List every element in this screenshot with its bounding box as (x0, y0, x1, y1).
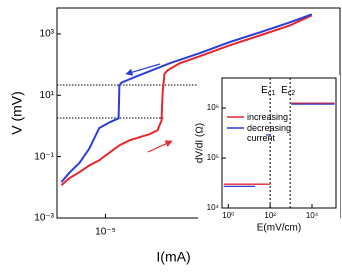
data-line (60, 14, 313, 186)
threshold-main: E (261, 85, 268, 96)
threshold-label: Ec2 (281, 85, 295, 97)
y-tick-label: 10⁵ (207, 153, 219, 162)
y-tick-label: 10⁻³ (34, 213, 54, 224)
y-tick-label: 10⁴ (207, 203, 220, 212)
threshold-main: E (281, 85, 288, 96)
x-tick-label: 10² (264, 211, 276, 220)
threshold-label: Ec1 (261, 85, 275, 97)
threshold-sub: c2 (288, 90, 296, 97)
legend-label: decreasing current (247, 123, 292, 143)
data-line (60, 13, 313, 183)
y-axis-label: dV/dI (Ω) (195, 123, 206, 163)
legend-label: increasing (247, 112, 289, 122)
y-tick-label: 10⁻¹ (34, 151, 54, 162)
legend-entry: increasing (247, 112, 289, 122)
x-tick-label: 10⁰ (222, 211, 234, 220)
arrow (147, 140, 173, 153)
x-tick-label: 10⁻⁵ (95, 227, 116, 238)
y-tick-label: 10¹ (40, 90, 55, 101)
x-axis-label: I(mA) (156, 249, 190, 265)
y-tick-label: 10⁶ (207, 103, 219, 112)
y-tick-label: 10³ (40, 29, 55, 40)
threshold-sub: c1 (268, 90, 276, 97)
y-axis-label: V (mV) (9, 91, 25, 135)
legend-entry: decreasing current (247, 123, 292, 143)
x-tick-label: 10⁴ (306, 211, 319, 220)
arrow (125, 63, 161, 76)
x-axis-label: E(mV/cm) (257, 223, 301, 234)
